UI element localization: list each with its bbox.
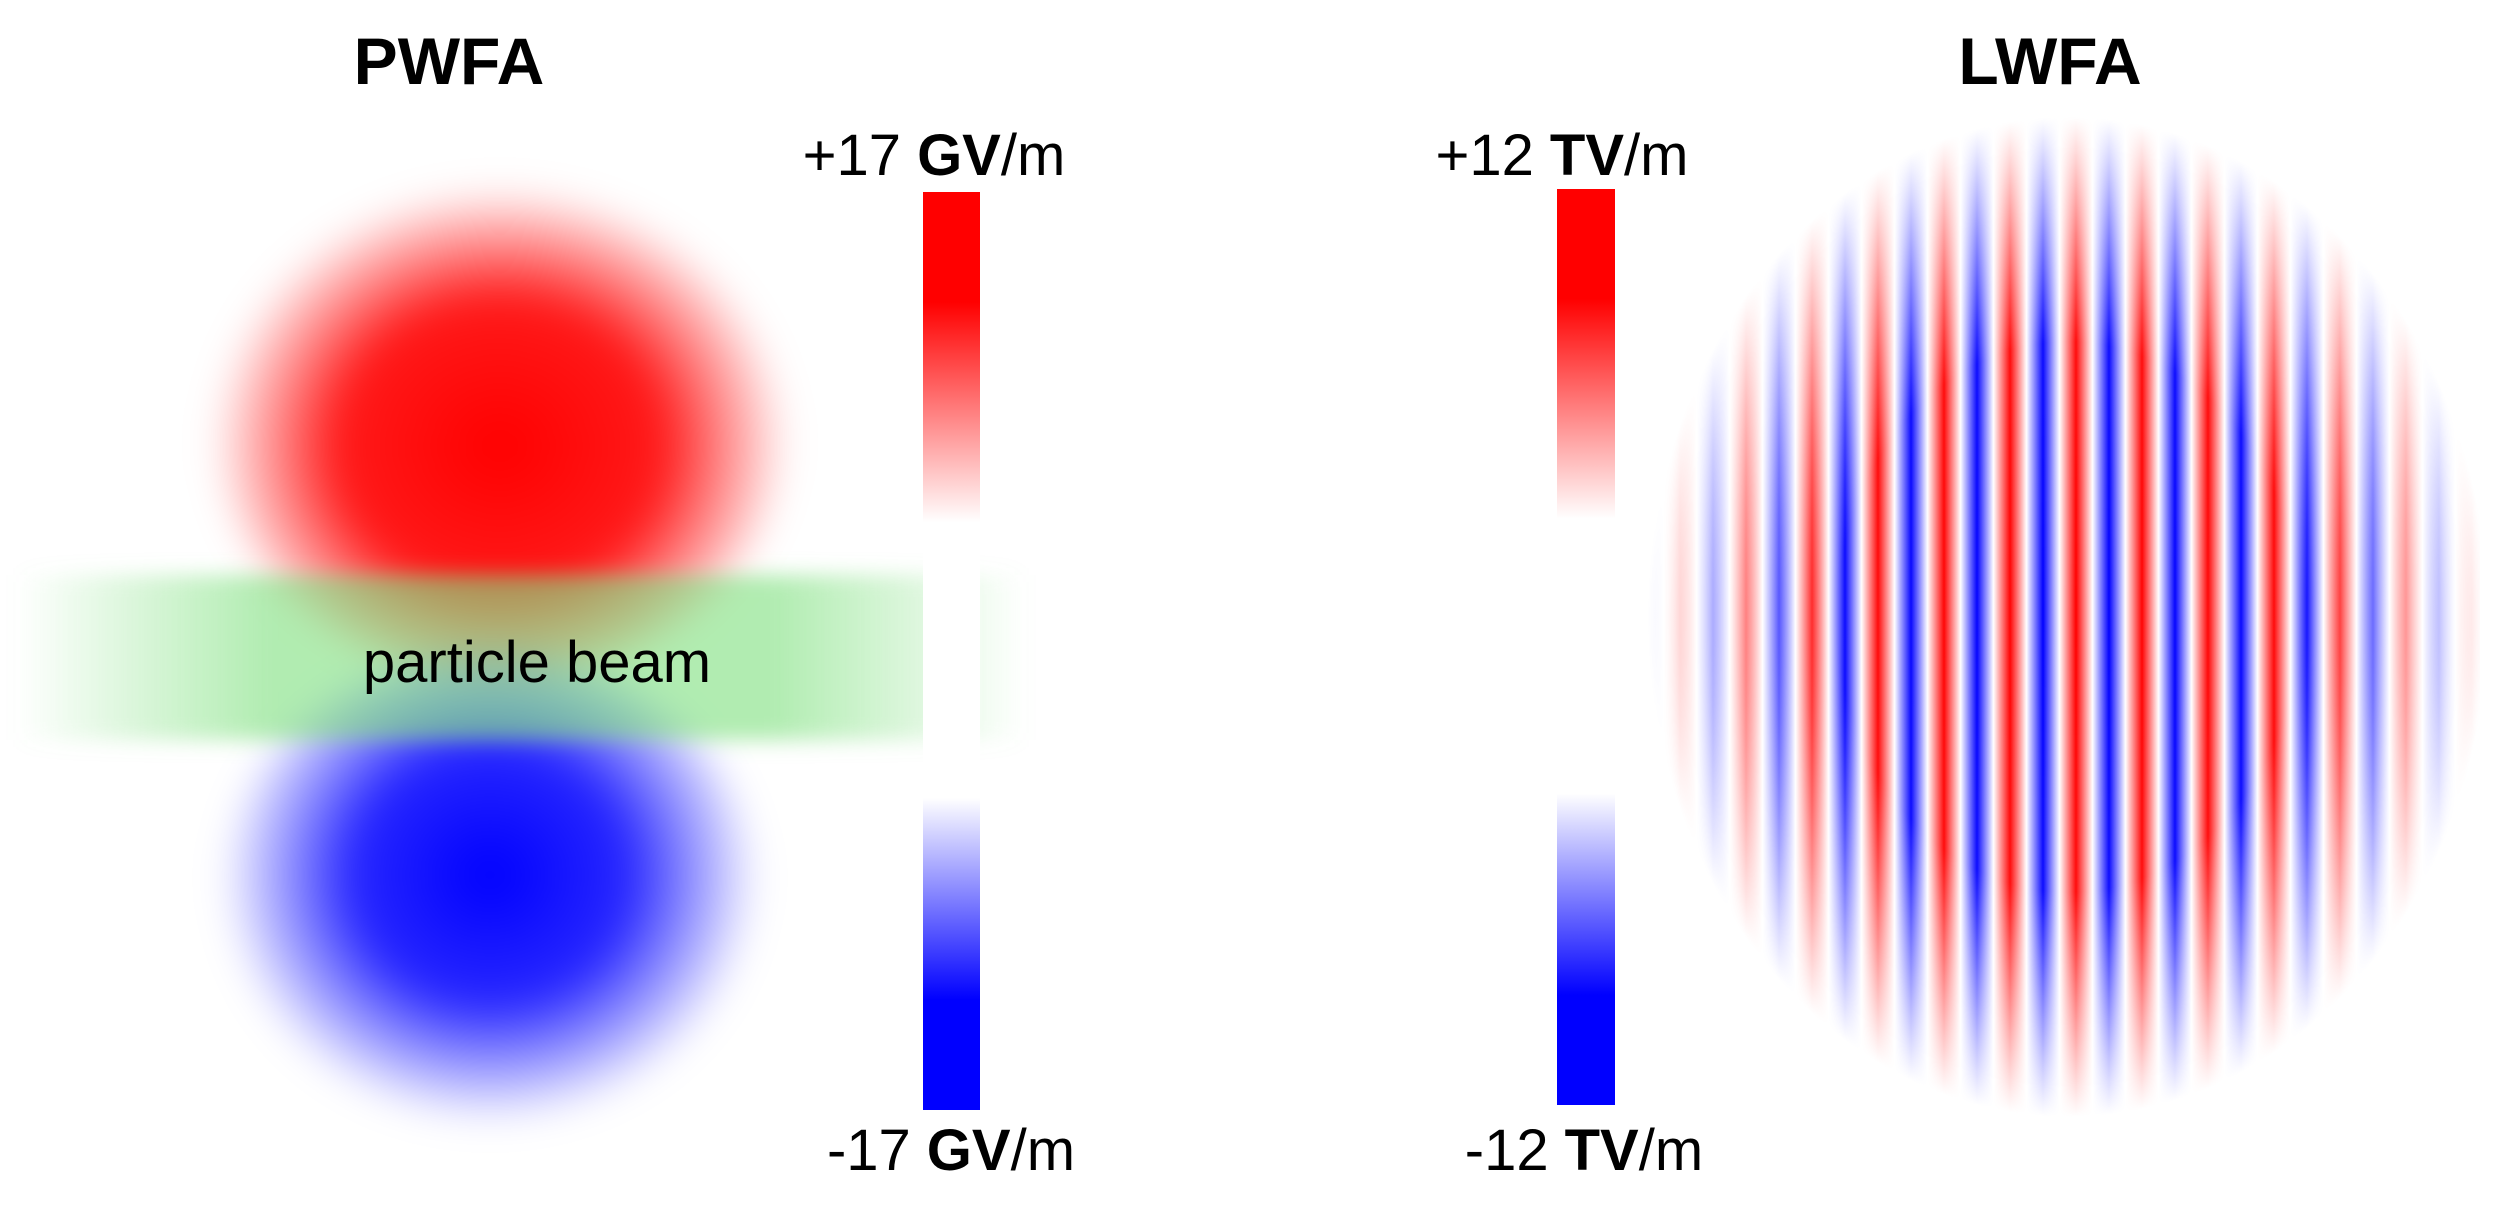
panel-title: LWFA [1958,24,2141,98]
label-suffix: /m [1639,1118,1703,1183]
colorbar-min-label: -12 TV/m [1465,1118,1703,1183]
colorbar-max-label: +12 TV/m [1436,123,1689,188]
pwfa-field [16,160,1026,1150]
annotation: particle beam [363,630,711,695]
colorbar-max-label: +17 GV/m [803,123,1066,188]
label-value: +17 [803,123,901,188]
panel-title: PWFA [354,24,545,98]
label-suffix: /m [1011,1118,1075,1183]
label-unit: TV [1550,123,1624,188]
label-unit: GV [927,1118,1011,1183]
label-value: +12 [1436,123,1534,188]
label-unit: TV [1565,1118,1639,1183]
colorbar [1557,189,1615,1105]
label-value: -12 [1465,1118,1549,1183]
lwfa-field [1640,110,2480,1120]
label-suffix: /m [1001,123,1065,188]
colorbar-min-label: -17 GV/m [827,1118,1075,1183]
colorbar [923,192,980,1110]
label-suffix: /m [1624,123,1688,188]
label-unit: GV [917,123,1001,188]
label-value: -17 [827,1118,911,1183]
